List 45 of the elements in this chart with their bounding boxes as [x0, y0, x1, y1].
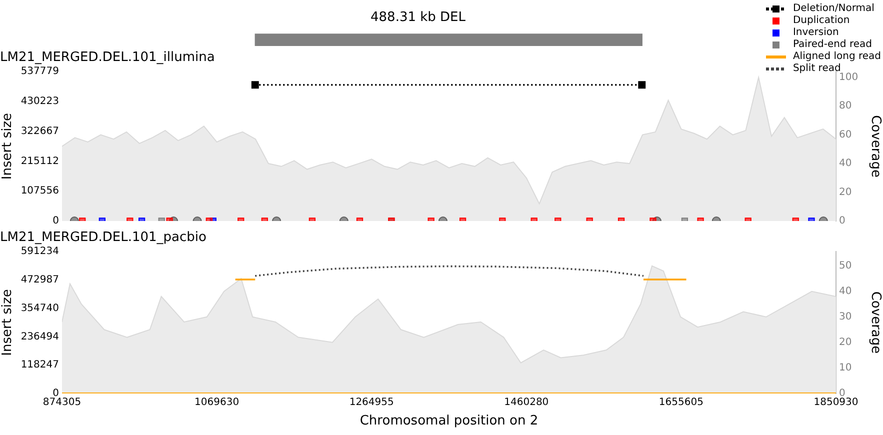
- y-tick-label: 107556: [20, 186, 59, 197]
- y2-axis-title: Coverage: [868, 291, 883, 354]
- legend-label: Split read: [792, 63, 841, 74]
- y2-tick-label: 40: [839, 286, 852, 297]
- y-tick-label: 472987: [20, 274, 59, 286]
- y-tick-label: 322667: [20, 126, 59, 137]
- y2-tick-label: 10: [839, 362, 852, 374]
- y-tick-label: 430223: [20, 96, 59, 108]
- y-axis-title: Insert size: [0, 289, 16, 356]
- y-tick-label: 0: [52, 388, 59, 399]
- x-tick-label: 1655605: [658, 396, 704, 408]
- x-tick-label: 1069630: [194, 396, 240, 408]
- x-tick-label: 874305: [42, 396, 82, 408]
- x-axis-title: Chromosomal position on 2: [360, 414, 538, 429]
- y-tick-label: 0: [52, 216, 59, 227]
- legend-label: Aligned long read: [792, 51, 881, 63]
- chart-title: LM21_MERGED.DEL.101_illumina: [0, 50, 215, 66]
- y-tick-label: 118247: [20, 360, 59, 371]
- y-tick-label: 236494: [20, 331, 59, 342]
- x-tick-label: 1264955: [349, 396, 394, 408]
- y2-tick-label: 30: [839, 311, 852, 322]
- chart-title: 488.31 kb DEL: [370, 10, 466, 26]
- y2-tick-label: 40: [839, 158, 852, 170]
- y-tick-label: 537779: [20, 66, 59, 78]
- y2-tick-label: 50: [839, 260, 852, 272]
- y2-tick-label: 100: [839, 72, 858, 83]
- y2-tick-label: 20: [839, 186, 852, 198]
- legend-label: Duplication: [792, 15, 850, 27]
- x-tick-label: 1850930: [814, 396, 858, 408]
- y-tick-label: 215112: [20, 156, 59, 167]
- y-tick-label: 591234: [20, 246, 59, 258]
- legend-label: Deletion/Normal: [792, 3, 874, 15]
- y-axis-title: Insert size: [0, 112, 16, 180]
- y2-tick-label: 0: [839, 216, 846, 227]
- y2-tick-label: 0: [839, 388, 846, 399]
- y2-tick-label: 60: [839, 129, 852, 140]
- legend-label: Paired-end read: [792, 39, 872, 51]
- y2-axis-title: Coverage: [868, 115, 883, 178]
- legend-label: Inversion: [792, 27, 839, 39]
- line-series: [254, 265, 644, 277]
- y2-tick-label: 80: [839, 100, 852, 112]
- y2-tick-label: 20: [839, 336, 852, 348]
- chart-title: LM21_MERGED.DEL.101_pacbio: [0, 230, 207, 246]
- y-tick-label: 354740: [20, 302, 59, 314]
- x-tick-label: 1460280: [504, 396, 549, 408]
